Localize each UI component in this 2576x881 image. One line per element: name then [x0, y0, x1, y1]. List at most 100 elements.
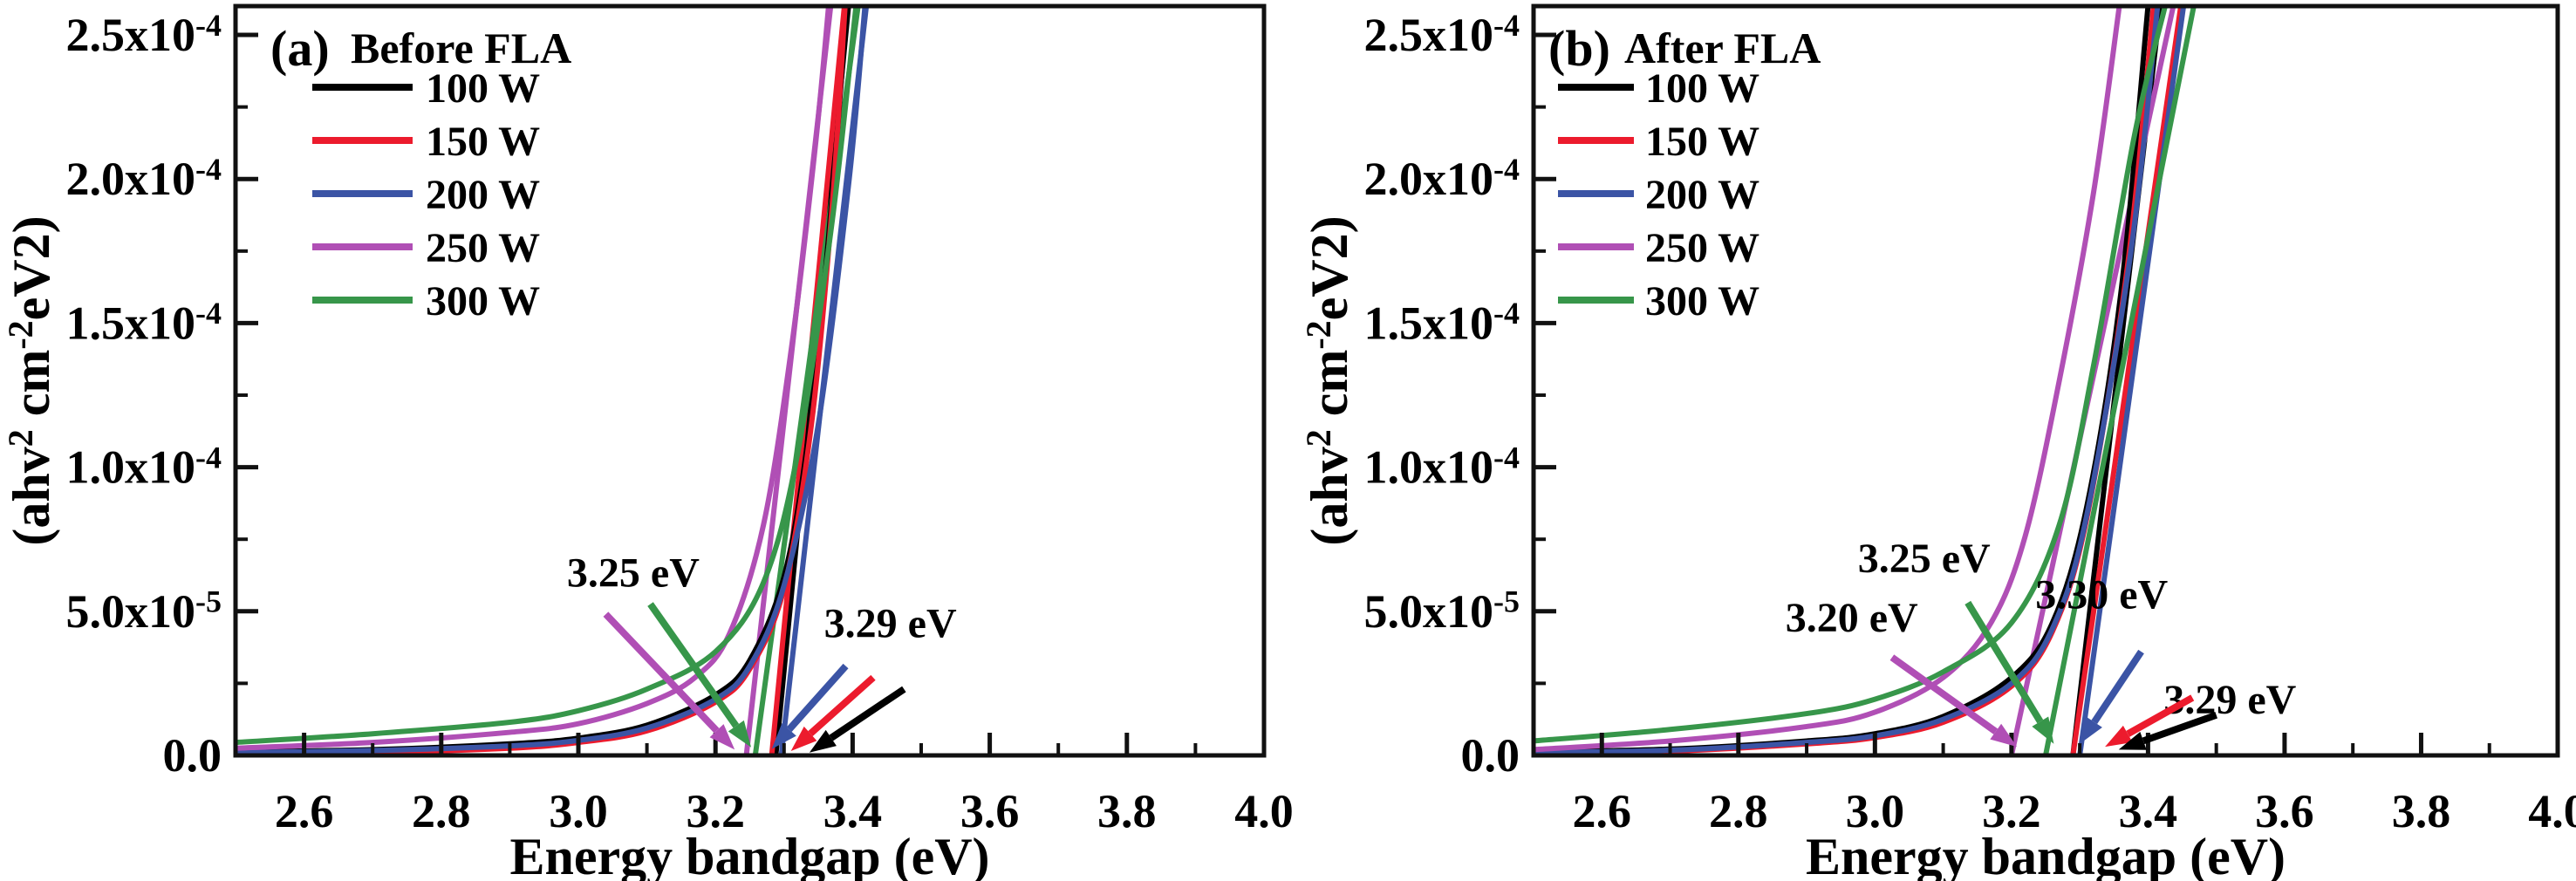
panel-a-y-tick-label-2-5x10-4: 2.5x10-4​: [66, 8, 222, 61]
panel-a-y-tick-label-1-5x10-4: 1.5x10-4​: [66, 296, 222, 349]
panel-a-y-tick-label-2-0x10-4: 2.0x10-4​: [66, 152, 222, 205]
panel-a-legend-item-150-w: 150 W: [312, 119, 540, 165]
panel-a-y-tick-label-5-0x10-5: 5.0x10-5​: [66, 584, 222, 638]
panel-b-y-axis-title: (ahv2​ cm-2​eV2): [1299, 215, 1358, 545]
panel-b-x-tick-label-3.6: 3.6: [2255, 785, 2314, 837]
panel-a-curve-150-w: [236, 6, 848, 755]
panel-a-y-tick-label-1-0x10-4: 1.0x10-4​: [66, 440, 222, 493]
panel-b-bandgap-arrow-4-head: [2118, 732, 2147, 750]
250-w-legend-label: 250 W: [1645, 225, 1759, 271]
panel-a-label: (a): [270, 20, 330, 77]
panel-b-axes-box: [1531, 3, 2560, 758]
panel-b-x-tick-label-2.8: 2.8: [1709, 785, 1768, 837]
panel-a-curve-300-w: [236, 6, 859, 746]
panel-b-x-tick-label-3.8: 3.8: [2392, 785, 2451, 837]
panel-b-annotation-3-20-ev: 3.20 eV: [1786, 595, 1918, 641]
panel-b: 2.6 2.8 3.0 3.2 3.4 3.6 3.8 4.0 0.0 5.0x10-5​ 1.0x…: [1299, 3, 2576, 881]
panel-a-x-tick-label-4.0: 4.0: [1234, 785, 1294, 837]
panel-b-bandgap-arrow-3-head: [2105, 725, 2133, 748]
panel-b-curve-200-w: [1534, 6, 2161, 755]
panel-a-legend-item-250-w: 250 W: [312, 225, 540, 271]
panel-b-curve-250-w: [1534, 6, 2122, 753]
panel-b-legend-item-250-w: 250 W: [1558, 225, 1759, 271]
panel-a-curve-200-w: [236, 6, 868, 755]
panel-a-x-tick-label-3.6: 3.6: [960, 785, 1020, 837]
panel-b-x-tick-label-4.0: 4.0: [2528, 785, 2576, 837]
panel-a-x-tick-label-2.8: 2.8: [412, 785, 471, 837]
panel-a-bandgap-arrow-2-head: [771, 723, 796, 749]
panel-a-y-tick-label-0-0: 0.0: [163, 729, 222, 782]
panel-a-bandgap-arrow-4-head: [809, 729, 837, 753]
panel-a-x-tick-label-3.8: 3.8: [1097, 785, 1157, 837]
panel-b-fit-line-150-w: [2070, 6, 2183, 755]
panel-a-plot-area: [236, 6, 870, 755]
panel-b-legend-item-200-w: 200 W: [1558, 172, 1759, 218]
panel-b-legend-item-150-w: 150 W: [1558, 119, 1759, 165]
panel-b-bandgap-arrow-2-shaft: [2091, 649, 2144, 725]
panel-a-y-axis-title: (ahv2​ cm-2​eV2): [1, 215, 60, 545]
panel-a-bandgap-arrow-1-shaft: [647, 602, 740, 728]
150-w-legend-label: 150 W: [426, 119, 540, 165]
panel-b-annotation-3-30-ev: 3.30 eV: [2035, 572, 2168, 618]
panel-b-annotation-3-25-ev: 3.25 eV: [1858, 536, 1991, 582]
panel-b-x-tick-label-3.2: 3.2: [1982, 785, 2041, 837]
panel-b-bandgap-arrow-3-shaft: [2126, 694, 2195, 737]
panel-b-title: After FLA: [1624, 24, 1821, 72]
100-w-legend-label: 100 W: [426, 65, 540, 112]
300-w-legend-label: 300 W: [426, 278, 540, 324]
panel-b-x-tick-label-3.4: 3.4: [2119, 785, 2178, 837]
panel-a-axes-box: [233, 3, 1267, 758]
panel-b-x-tick-label-3.0: 3.0: [1846, 785, 1905, 837]
panel-b-bandgap-arrow-0-head: [2032, 716, 2054, 744]
panel-b-y-tick-label-2-5x10-4: 2.5x10-4​: [1364, 8, 1520, 61]
200-w-legend-label: 200 W: [1645, 172, 1759, 218]
panel-a-bandgap-arrow-2-shaft: [786, 663, 849, 733]
150-w-legend-label: 150 W: [1645, 119, 1759, 165]
panel-b-y-tick-label-2-0x10-4: 2.0x10-4​: [1364, 152, 1520, 205]
panel-a-x-tick-label-3.0: 3.0: [549, 785, 608, 837]
panel-a-x-axis-title: Energy bandgap (eV): [509, 828, 989, 881]
panel-a-x-tick-label-3.4: 3.4: [823, 785, 883, 837]
200-w-legend-label: 200 W: [426, 172, 540, 218]
panel-b-y-tick-label-1-0x10-4: 1.0x10-4​: [1364, 440, 1520, 493]
100-w-legend-label: 100 W: [1645, 65, 1759, 112]
panel-b-curve-300-w: [1534, 6, 2168, 744]
panel-b-bandgap-arrow-4-shaft: [2142, 711, 2218, 745]
panel-a-annotation-3-25-ev: 3.25 eV: [567, 550, 700, 597]
panel-a-x-tick-label-3.2: 3.2: [686, 785, 745, 837]
panel-a-title: Before FLA: [351, 24, 571, 72]
panel-b-x-axis-title: Energy bandgap (eV): [1806, 828, 2286, 881]
panel-a-legend-item-300-w: 300 W: [312, 278, 540, 324]
panel-a-x-tick-label-2.6: 2.6: [275, 785, 334, 837]
250-w-legend-label: 250 W: [426, 225, 540, 271]
panel-b-plot-area: [1534, 6, 2197, 755]
panel-a-bandgap-arrow-0-head: [709, 724, 735, 750]
panel-b-bandgap-arrow-1-shaft: [1889, 654, 1999, 734]
panel-b-y-tick-label-0-0: 0.0: [1461, 729, 1520, 782]
panel-a-curve-250-w: [236, 6, 831, 751]
panel-a: 2.6 2.8 3.0 3.2 3.4 3.6 3.8 4.0 0.0 5.0x10-5​ 1.0x…: [1, 3, 1294, 881]
panel-a-bandgap-arrow-1-head: [728, 720, 752, 748]
panel-a-bandgap-arrow-4-shaft: [829, 686, 906, 741]
panel-a-bandgap-arrow-3-head: [790, 726, 817, 752]
panel-b-x-tick-label-2.6: 2.6: [1573, 785, 1632, 837]
panel-b-fit-line-300-w: [2043, 6, 2197, 755]
panel-b-y-tick-label-5-0x10-5: 5.0x10-5​: [1364, 584, 1520, 638]
panel-b-y-tick-label-1-5x10-4: 1.5x10-4​: [1364, 296, 1520, 349]
panel-b-legend-item-300-w: 300 W: [1558, 278, 1759, 324]
panel-a-bandgap-arrow-3-shaft: [808, 674, 876, 737]
panel-b-bandgap-arrow-1-head: [1990, 723, 2018, 748]
panel-a-legend-item-200-w: 200 W: [312, 172, 540, 218]
panel-b-fit-line-200-w: [2077, 6, 2187, 755]
panel-a-curve-100-w: [236, 6, 851, 755]
300-w-legend-label: 300 W: [1645, 278, 1759, 324]
panel-b-label: (b): [1548, 20, 1610, 77]
panel-a-bandgap-arrow-0-shaft: [603, 611, 720, 734]
panel-b-bandgap-arrow-2-head: [2080, 716, 2102, 744]
panel-a-annotation-3-29-ev: 3.29 eV: [824, 601, 957, 647]
panel-a-legend-item-100-w: 100 W: [312, 65, 540, 112]
panel-b-legend-item-100-w: 100 W: [1558, 65, 1759, 112]
panel-b-bandgap-arrow-0-shaft: [1964, 600, 2044, 724]
